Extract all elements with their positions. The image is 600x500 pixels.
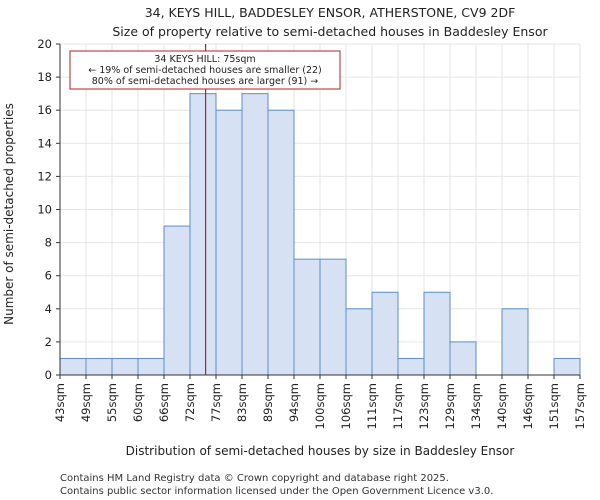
x-tick-label: 123sqm: [417, 383, 431, 429]
annotation-box: [69, 50, 341, 90]
x-tick-label: 146sqm: [521, 383, 535, 429]
x-tick-label: 117sqm: [391, 383, 405, 429]
x-tick-label: 49sqm: [79, 383, 93, 422]
x-tick-label: 55sqm: [105, 383, 119, 422]
y-tick-label: 18: [37, 70, 52, 84]
x-tick-label: 134sqm: [469, 383, 483, 429]
x-tick-label: 89sqm: [261, 383, 275, 422]
histogram-bar: [423, 291, 451, 376]
footer-line-1: Contains HM Land Registry data © Crown c…: [60, 473, 449, 484]
y-tick-label: 8: [45, 236, 52, 250]
x-tick-label: 111sqm: [365, 383, 379, 429]
chart-title: 34, KEYS HILL, BADDESLEY ENSOR, ATHERSTO…: [145, 5, 516, 20]
histogram-bar: [345, 308, 373, 376]
chart-subtitle: Size of property relative to semi-detach…: [112, 24, 548, 39]
x-tick-label: 94sqm: [287, 383, 301, 422]
x-tick-label: 157sqm: [573, 383, 587, 429]
y-tick-label: 12: [37, 169, 52, 183]
x-tick-label: 66sqm: [157, 383, 171, 422]
annotation-line: ← 19% of semi-detached houses are smalle…: [88, 65, 322, 76]
y-tick-label: 20: [37, 37, 52, 51]
histogram-bar: [137, 357, 165, 376]
x-tick-label: 77sqm: [209, 383, 223, 422]
histogram-bar: [215, 109, 243, 376]
histogram-bar: [241, 93, 269, 376]
x-tick-label: 83sqm: [235, 383, 249, 422]
x-tick-label: 72sqm: [183, 383, 197, 422]
histogram-bar: [449, 341, 477, 376]
histogram-bar: [501, 308, 529, 376]
histogram-bar: [319, 258, 347, 376]
x-tick-label: 106sqm: [339, 383, 353, 429]
histogram-bar: [397, 357, 425, 376]
y-tick-label: 4: [45, 302, 52, 316]
annotation-line: 34 KEYS HILL: 75sqm: [154, 54, 255, 65]
x-axis-label: Distribution of semi-detached houses by …: [126, 444, 515, 458]
x-tick-label: 100sqm: [313, 383, 327, 429]
y-tick-label: 10: [37, 203, 52, 217]
annotation-line: 80% of semi-detached houses are larger (…: [92, 76, 319, 87]
y-tick-label: 0: [45, 368, 52, 382]
y-tick-label: 6: [45, 269, 52, 283]
histogram-bar: [371, 291, 399, 376]
y-axis-label: Number of semi-detached properties: [2, 103, 16, 325]
y-tick-label: 16: [37, 103, 52, 117]
histogram-bar: [293, 258, 321, 376]
x-tick-label: 60sqm: [131, 383, 145, 422]
histogram-bar: [553, 357, 581, 376]
histogram-bar: [163, 225, 191, 376]
x-tick-label: 151sqm: [547, 383, 561, 429]
x-tick-label: 129sqm: [443, 383, 457, 429]
histogram-bar: [189, 93, 217, 376]
y-tick-label: 2: [45, 335, 52, 349]
x-tick-label: 43sqm: [53, 383, 67, 422]
footer-line-2: Contains public sector information licen…: [60, 486, 493, 497]
y-tick-label: 14: [37, 136, 52, 150]
histogram-bar: [267, 109, 295, 376]
histogram-bar: [111, 357, 139, 376]
x-tick-label: 140sqm: [495, 383, 509, 429]
histogram-bar: [59, 357, 87, 376]
histogram-bar: [85, 357, 113, 376]
